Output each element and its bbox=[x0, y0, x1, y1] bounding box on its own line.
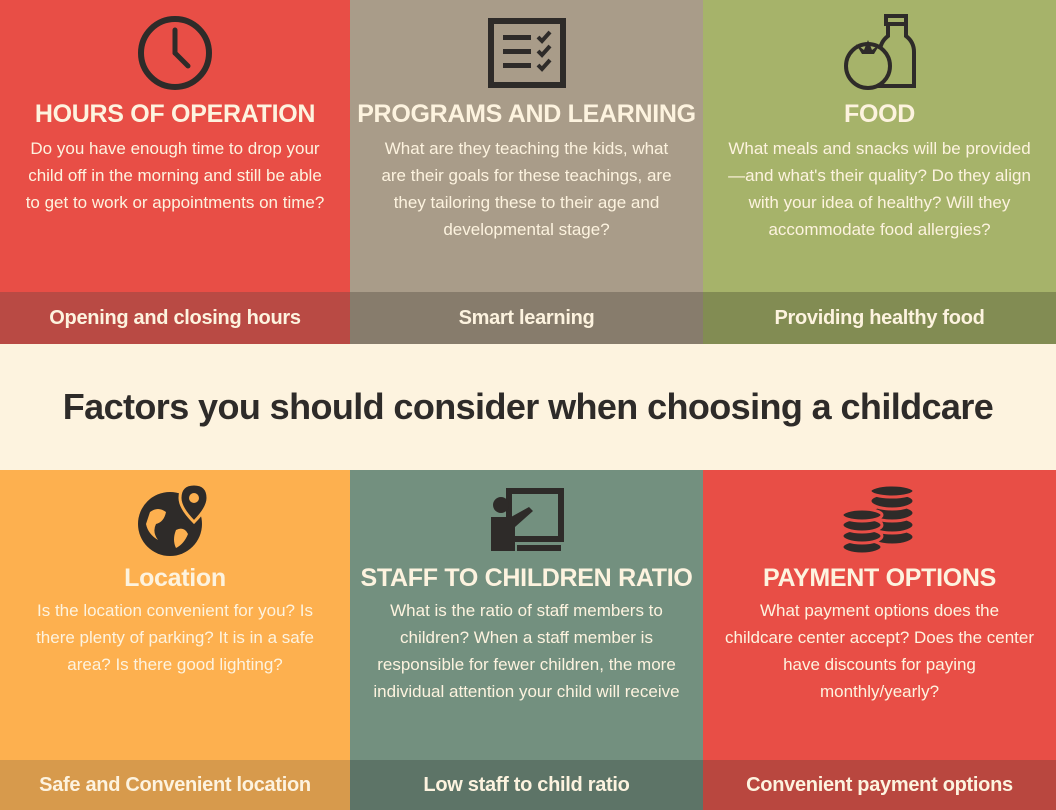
card-footer: Convenient payment options bbox=[703, 760, 1056, 810]
card-title: STAFF TO CHILDREN RATIO bbox=[360, 564, 693, 592]
card-location: Location Is the location convenient for … bbox=[0, 470, 350, 810]
card-description: Do you have enough time to drop your chi… bbox=[25, 139, 325, 212]
card-title: PAYMENT OPTIONS bbox=[762, 564, 997, 592]
card-programs: PROGRAMS AND LEARNING What are they teac… bbox=[350, 0, 703, 344]
card-title: Location bbox=[124, 564, 226, 592]
card-payment: PAYMENT OPTIONS What payment options doe… bbox=[703, 470, 1056, 810]
teacher-board-icon bbox=[489, 482, 565, 560]
clock-icon bbox=[136, 14, 214, 92]
card-title: FOOD bbox=[843, 100, 916, 128]
card-description: What meals and snacks will be provided—a… bbox=[728, 139, 1031, 239]
card-footer: Low staff to child ratio bbox=[350, 760, 703, 810]
card-footer: Opening and closing hours bbox=[0, 292, 350, 344]
top-row: HOURS OF OPERATION Do you have enough ti… bbox=[0, 0, 1056, 344]
card-footer: Providing healthy food bbox=[703, 292, 1056, 344]
card-staff: STAFF TO CHILDREN RATIO What is the rati… bbox=[350, 470, 703, 810]
checklist-icon bbox=[487, 14, 567, 92]
globe-pin-icon bbox=[136, 482, 214, 560]
card-title: PROGRAMS AND LEARNING bbox=[357, 100, 696, 128]
card-title: HOURS OF OPERATION bbox=[34, 100, 316, 128]
card-description: What are they teaching the kids, what ar… bbox=[381, 139, 672, 239]
page-title: Factors you should consider when choosin… bbox=[62, 386, 994, 427]
tomato-bottle-icon bbox=[840, 14, 920, 92]
card-description: What is the ratio of staff members to ch… bbox=[373, 601, 680, 701]
card-footer: Smart learning bbox=[350, 292, 703, 344]
coin-stacks-icon bbox=[840, 482, 920, 560]
card-description: Is the location convenient for you? Is t… bbox=[36, 601, 314, 674]
bottom-row: Location Is the location convenient for … bbox=[0, 470, 1056, 810]
headline-band: Factors you should consider when choosin… bbox=[0, 344, 1056, 470]
card-description: What payment options does the childcare … bbox=[725, 601, 1035, 701]
card-food: FOOD What meals and snacks will be provi… bbox=[703, 0, 1056, 344]
card-hours: HOURS OF OPERATION Do you have enough ti… bbox=[0, 0, 350, 344]
card-footer: Safe and Convenient location bbox=[0, 760, 350, 810]
